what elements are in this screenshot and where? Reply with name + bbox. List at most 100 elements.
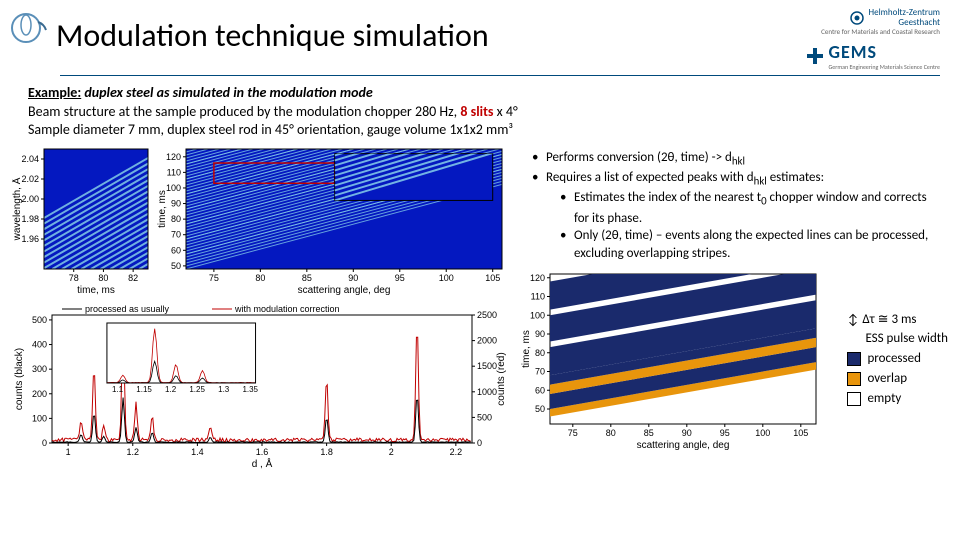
svg-text:110: 110: [531, 292, 545, 302]
svg-text:400: 400: [32, 340, 47, 350]
svg-text:100: 100: [32, 413, 47, 423]
heatmap-time-angle: 75 80 85 90 95 100 105 50 60 70 80 90 100 110 120 scatt…: [156, 145, 506, 295]
svg-text:1.1: 1.1: [112, 385, 124, 394]
svg-text:1.4: 1.4: [191, 447, 204, 457]
svg-text:counts (red): counts (red): [496, 352, 507, 405]
svg-text:2.02: 2.02: [21, 174, 39, 184]
legend-dt2: ESS pulse width: [865, 330, 948, 348]
svg-text:105: 105: [793, 428, 808, 438]
svg-text:1.2: 1.2: [165, 385, 177, 394]
svg-text:1.2: 1.2: [127, 447, 140, 457]
example-red: 8 slits: [460, 103, 493, 120]
svg-text:100: 100: [755, 428, 770, 438]
institute-logo: [8, 8, 48, 48]
svg-text:95: 95: [395, 273, 405, 283]
svg-text:90: 90: [171, 199, 181, 209]
svg-text:300: 300: [32, 364, 47, 374]
svg-text:scattering angle, deg: scattering angle, deg: [298, 285, 391, 295]
svg-text:1.3: 1.3: [218, 385, 230, 394]
svg-text:2.00: 2.00: [21, 194, 39, 204]
example-line3: Sample diameter 7 mm, duplex steel rod i…: [28, 121, 932, 139]
svg-text:75: 75: [209, 273, 219, 283]
svg-text:100: 100: [439, 273, 454, 283]
svg-text:50: 50: [171, 261, 181, 271]
content: 7880821.961.982.002.022.04time, mswavele…: [0, 139, 960, 474]
logos-right: Helmholtz-Zentrum Geesthacht Centre for …: [806, 8, 940, 71]
swatch-empty: [847, 392, 861, 406]
svg-text:60: 60: [171, 245, 181, 255]
svg-text:60: 60: [535, 386, 545, 396]
svg-text:85: 85: [302, 273, 312, 283]
example-italic: duplex steel as simulated in the modulat…: [84, 84, 372, 101]
svg-text:counts (black): counts (black): [14, 348, 25, 410]
svg-text:100: 100: [530, 311, 545, 321]
example-label: Example:: [28, 84, 81, 101]
bullet-2b: Only (2θ, time) – events along the expec…: [560, 227, 940, 262]
svg-text:80: 80: [255, 273, 265, 283]
left-column: 7880821.961.982.002.022.04time, mswavele…: [12, 145, 512, 474]
svg-text:120: 120: [530, 273, 545, 283]
svg-text:80: 80: [171, 214, 181, 224]
swatch-overlap: [847, 372, 861, 386]
bullet-2: Requires a list of expected peaks with d…: [532, 169, 940, 262]
svg-text:85: 85: [644, 428, 654, 438]
svg-text:d , Å: d , Å: [252, 457, 273, 469]
legend-dt: Δτ ≅ 3 ms: [862, 311, 916, 329]
svg-text:time, ms: time, ms: [521, 330, 532, 368]
svg-text:90: 90: [348, 273, 358, 283]
hzg-logo: Helmholtz-Zentrum Geesthacht Centre for …: [821, 8, 940, 35]
arrow-down-icon: ↕: [847, 310, 858, 330]
svg-text:wavelength, Å: wavelength, Å: [12, 177, 23, 241]
gems-icon: [806, 47, 824, 65]
svg-text:2.04: 2.04: [21, 154, 39, 164]
top-figure-row: 7880821.961.982.002.022.04time, mswavele…: [12, 145, 512, 295]
svg-text:0: 0: [42, 438, 47, 448]
svg-text:scattering angle, deg: scattering angle, deg: [637, 440, 730, 450]
svg-text:2500: 2500: [477, 310, 497, 320]
svg-text:1.25: 1.25: [189, 385, 205, 394]
example-line2a: Beam structure at the sample produced by…: [28, 103, 460, 120]
legend-empty: empty: [847, 390, 948, 408]
svg-text:100: 100: [166, 183, 181, 193]
svg-text:90: 90: [682, 428, 692, 438]
svg-text:90: 90: [535, 329, 545, 339]
band-map-plot: 75808590951001055060708090100110120scatt…: [520, 270, 820, 450]
hzg-sub: Centre for Materials and Coastal Researc…: [821, 28, 940, 36]
svg-text:1: 1: [66, 447, 71, 457]
svg-text:1.6: 1.6: [256, 447, 269, 457]
legend-processed: processed: [847, 350, 948, 368]
gems-sub: German Engineering Materials Science Cen…: [828, 63, 940, 71]
page-title: Modulation technique simulation: [56, 8, 806, 55]
svg-text:1.15: 1.15: [136, 385, 152, 394]
header: Modulation technique simulation Helmholt…: [0, 0, 960, 71]
bullet-list: Performs conversion (2θ, time) -> dhkl R…: [520, 145, 940, 270]
svg-text:105: 105: [485, 273, 500, 283]
gems-logo: GEMS: [828, 41, 940, 63]
svg-text:processed as usually: processed as usually: [85, 304, 170, 314]
title-divider: [60, 75, 940, 76]
svg-text:70: 70: [535, 367, 545, 377]
example-block: Example: duplex steel as simulated in th…: [0, 84, 960, 139]
svg-text:time, ms: time, ms: [157, 190, 168, 228]
svg-text:1.96: 1.96: [21, 234, 39, 244]
svg-text:95: 95: [720, 428, 730, 438]
svg-text:70: 70: [171, 230, 181, 240]
helmholtz-icon: [849, 10, 865, 26]
svg-text:1.35: 1.35: [242, 385, 258, 394]
example-line2b: x 4°: [494, 103, 518, 120]
svg-text:110: 110: [167, 167, 181, 177]
svg-text:78: 78: [69, 273, 79, 283]
svg-text:80: 80: [98, 273, 108, 283]
legend-overlap: overlap: [847, 370, 948, 388]
svg-text:1.98: 1.98: [21, 214, 39, 224]
svg-text:120: 120: [166, 152, 181, 162]
legend-block: ↕ Δτ ≅ 3 ms ESS pulse width processed ov…: [847, 310, 948, 408]
svg-text:75: 75: [568, 428, 578, 438]
svg-text:80: 80: [535, 348, 545, 358]
svg-text:500: 500: [477, 412, 492, 422]
svg-text:0: 0: [477, 438, 482, 448]
svg-text:1500: 1500: [477, 361, 497, 371]
bullet-2a: Estimates the index of the nearest t0 ch…: [560, 189, 940, 227]
bullet-1: Performs conversion (2θ, time) -> dhkl: [532, 149, 940, 169]
spectrum-plot: processed as usuallywith modulation corr…: [12, 299, 512, 469]
